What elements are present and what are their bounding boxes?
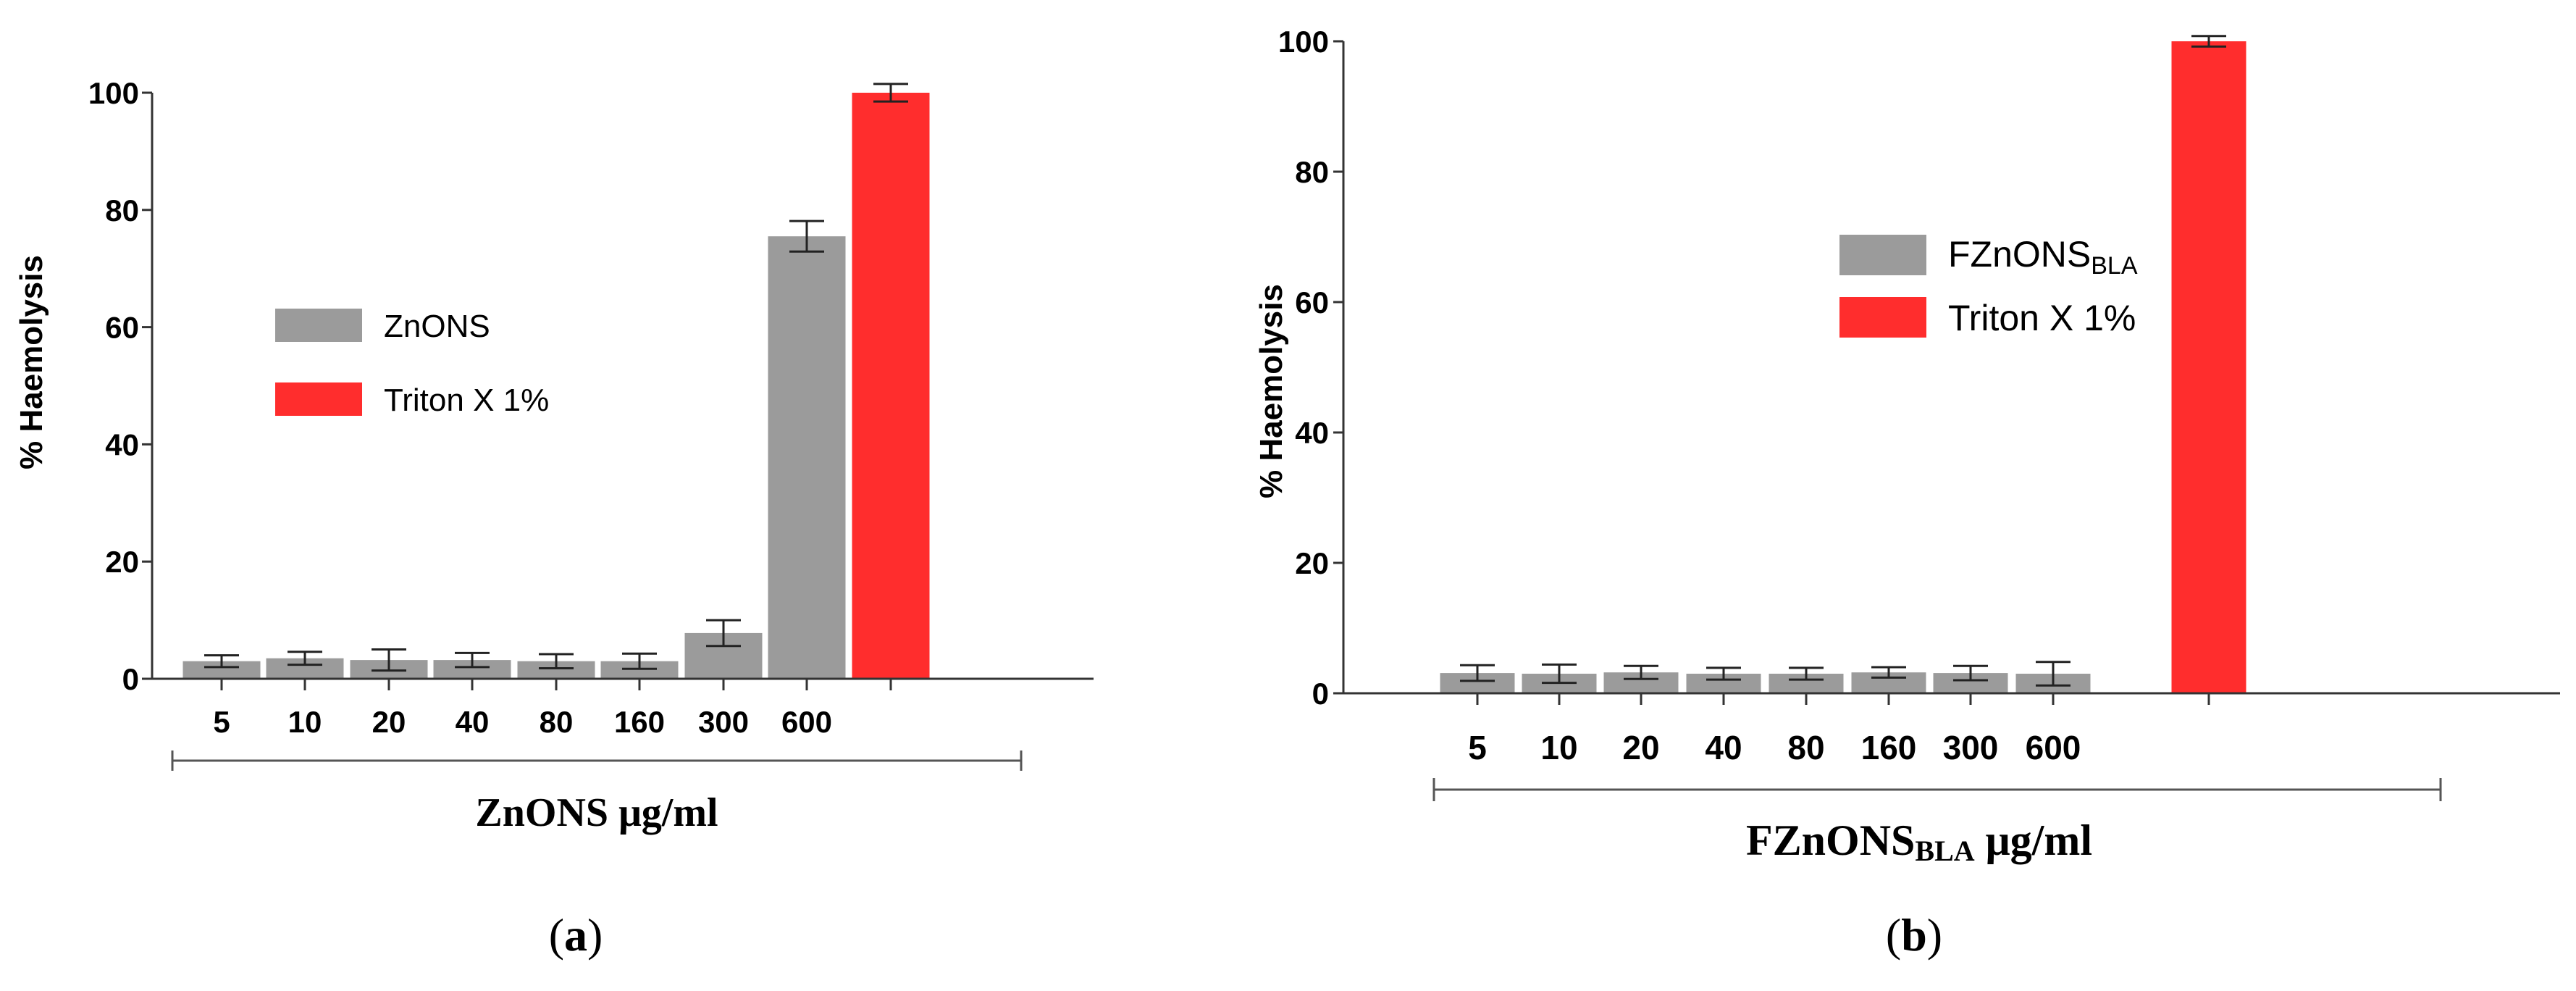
y-tick-label: 60	[105, 311, 139, 345]
legend-swatch-control	[1839, 297, 1926, 338]
y-tick-label: 0	[122, 662, 139, 696]
chart-panel-a: 0 20 40 60 80 100 5 10 20 40 80 160 300 600 % Haemoly…	[14, 76, 1094, 961]
x-tick-label: 40	[1705, 729, 1742, 766]
x-tick-label: 5	[1468, 729, 1487, 766]
x-axis-label: FZnONSBLA μg/ml	[1746, 816, 2092, 867]
y-axis-label: % Haemolysis	[14, 255, 49, 469]
y-tick-label: 60	[1295, 285, 1329, 319]
x-axis-label: ZnONS μg/ml	[475, 790, 718, 835]
x-tick-label: 600	[2026, 729, 2081, 766]
x-tick-label: 10	[1540, 729, 1577, 766]
y-tick-label: 80	[1295, 155, 1329, 189]
legend-label-control: Triton X 1%	[384, 382, 549, 418]
y-tick-label: 20	[105, 545, 139, 579]
ticks-group: 0 20 40 60 80 100 5 10 20 40 80 160 300 600	[88, 76, 892, 739]
ticks-group: 0 20 40 60 80 100 5 10 20 40 80 160 300 600	[1278, 25, 2210, 766]
x-tick-label: 300	[698, 705, 749, 739]
axes-group	[151, 93, 1094, 680]
x-tick-label: 20	[1622, 729, 1659, 766]
bars-group	[1440, 35, 2246, 693]
y-axis-label: % Haemolysis	[1254, 284, 1289, 498]
y-tick-label: 80	[105, 193, 139, 227]
bar	[852, 93, 930, 679]
y-tick-label: 40	[105, 427, 139, 461]
x-tick-label: 40	[456, 705, 490, 739]
x-tick-label: 80	[540, 705, 574, 739]
panel-caption-b: (b)	[1886, 909, 1942, 961]
x-tick-label: 160	[1861, 729, 1917, 766]
x-tick-label: 600	[781, 705, 832, 739]
panel-caption-a: (a)	[549, 909, 603, 961]
bars-group	[182, 83, 930, 680]
y-tick-label: 100	[1278, 25, 1329, 59]
legend-label-sample: ZnONS	[384, 309, 490, 344]
bar	[768, 236, 846, 680]
legend-swatch-sample	[1839, 235, 1926, 275]
x-tick-label: 80	[1787, 729, 1824, 766]
legend-swatch-sample	[275, 309, 362, 342]
y-tick-label: 20	[1295, 546, 1329, 580]
x-tick-label: 20	[372, 705, 406, 739]
chart-panel-b: 0 20 40 60 80 100 5 10 20 40 80 160 300 600 % Haemoly…	[1254, 25, 2560, 961]
x-tick-label: 10	[288, 705, 322, 739]
x-tick-label: 5	[213, 705, 230, 739]
y-tick-label: 0	[1312, 677, 1329, 711]
bar	[2171, 41, 2246, 693]
legend-label-control: Triton X 1%	[1948, 298, 2136, 338]
y-tick-label: 40	[1295, 416, 1329, 450]
x-tick-label: 160	[614, 705, 665, 739]
legend-swatch-control	[275, 382, 362, 416]
axes-group	[1342, 41, 2560, 695]
legend-label-sample: FZnONSBLA	[1948, 234, 2138, 280]
y-tick-label: 100	[88, 76, 139, 110]
x-tick-label: 300	[1943, 729, 1999, 766]
